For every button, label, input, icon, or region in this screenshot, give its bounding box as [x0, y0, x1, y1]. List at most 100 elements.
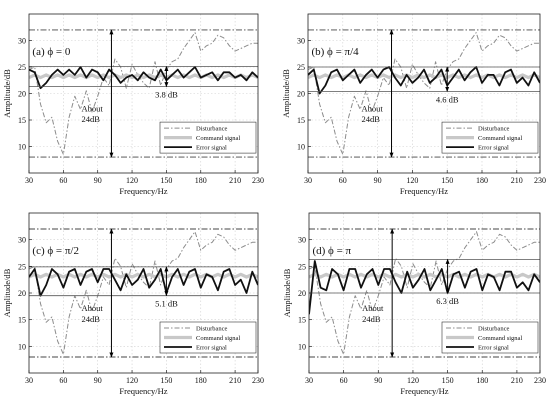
range-label-line1: About [362, 303, 384, 313]
y-tick-label: 20 [297, 90, 305, 99]
legend-label: Error signal [196, 145, 227, 152]
y-tick-label: 10 [18, 342, 26, 351]
x-tick-label: 230 [252, 376, 264, 385]
chart-panel-1: 30 60 90 120 150 180 210 230 10 15 20 25 30 Frequency… [2, 13, 264, 196]
x-tick-label: 30 [305, 376, 313, 385]
x-tick-label: 150 [442, 376, 454, 385]
x-tick-label: 210 [511, 376, 523, 385]
y-axis-label: Amplitude/dB [2, 268, 12, 317]
x-tick-label: 90 [374, 176, 382, 185]
panel-label: (a) ϕ = 0 [32, 46, 70, 58]
legend-label: Disturbance [478, 126, 510, 133]
x-tick-label: 150 [160, 376, 172, 385]
y-tick-label: 30 [18, 236, 26, 245]
x-tick-label: 120 [126, 376, 138, 385]
y-tick-label: 30 [298, 236, 306, 245]
y-tick-label: 25 [18, 262, 26, 271]
y-tick-label: 25 [298, 262, 306, 271]
range-label-line1: About [81, 303, 103, 313]
legend: Disturbance Command signal Error signal [159, 321, 257, 354]
error-signal-line [308, 66, 540, 95]
panel-label: (d) ϕ = π [312, 245, 351, 257]
legend-label: Error signal [196, 345, 227, 352]
legend-label: Disturbance [478, 326, 510, 333]
x-tick-label: 150 [160, 176, 172, 185]
series-group [309, 231, 540, 355]
legend-label: Command signal [196, 335, 240, 342]
range-label-line1: About [362, 104, 384, 114]
x-axis-label: Frequency/Hz [119, 186, 167, 196]
x-tick-label: 120 [406, 176, 418, 185]
legend-label: Disturbance [196, 126, 228, 133]
x-tick-label: 30 [25, 376, 33, 385]
x-tick-label: 210 [229, 376, 241, 385]
series-group [29, 231, 258, 355]
x-tick-label: 230 [252, 176, 264, 185]
command-signal-line [29, 73, 258, 80]
y-axis-label: Amplitude/dB [2, 69, 12, 118]
legend-label: Command signal [478, 135, 522, 142]
band-label: 6.3 dB [436, 296, 459, 306]
legend-label: Disturbance [196, 326, 228, 333]
y-tick-label: 10 [297, 143, 305, 152]
chart-panel-3: 30 60 90 120 150 180 210 230 10 15 20 25 30 Frequency… [2, 212, 264, 396]
panel-label: (b) ϕ = π/4 [311, 46, 359, 58]
x-tick-label: 210 [229, 176, 241, 185]
legend-label: Error signal [478, 145, 509, 152]
chart-panel-4: 30 60 90 120 150 180 210 230 10 15 20 25 30 Frequency… [282, 212, 546, 396]
x-axis-label: Frequency/Hz [119, 386, 167, 396]
y-tick-label: 15 [18, 116, 26, 125]
range-label-line1: About [81, 104, 103, 114]
range-label-line2: 24dB [81, 114, 100, 124]
y-tick-label: 25 [18, 63, 26, 72]
x-tick-label: 180 [476, 376, 488, 385]
x-tick-label: 120 [407, 376, 419, 385]
y-tick-label: 15 [18, 316, 26, 325]
y-axis-label: Amplitude/dB [281, 69, 291, 118]
x-tick-label: 60 [339, 176, 347, 185]
legend: Disturbance Command signal Error signal [441, 321, 539, 354]
y-tick-label: 10 [18, 143, 26, 152]
x-tick-label: 120 [126, 176, 138, 185]
legend-label: Command signal [196, 135, 240, 142]
x-tick-label: 30 [25, 176, 33, 185]
x-tick-label: 90 [94, 176, 102, 185]
x-tick-label: 90 [94, 376, 102, 385]
band-label: 3.8 dB [155, 90, 178, 100]
disturbance-line [309, 231, 540, 355]
chart-panel-2: 30 60 90 120 150 180 210 230 10 15 20 25 30 Frequency… [281, 13, 546, 196]
legend-label: Command signal [478, 335, 522, 342]
disturbance-line [308, 32, 540, 155]
y-axis-label: Amplitude/dB [282, 268, 292, 317]
band-label: 5.1 dB [155, 299, 178, 309]
x-tick-label: 180 [195, 376, 207, 385]
series-group [308, 32, 540, 155]
y-tick-label: 15 [298, 316, 306, 325]
y-tick-label: 30 [297, 37, 305, 46]
range-label-line2: 24dB [362, 114, 381, 124]
error-signal-line [29, 268, 258, 297]
legend-label: Error signal [478, 345, 509, 352]
y-tick-label: 20 [18, 289, 26, 298]
x-axis-label: Frequency/Hz [400, 386, 448, 396]
x-tick-label: 30 [304, 176, 312, 185]
x-tick-label: 60 [59, 376, 67, 385]
disturbance-line [29, 231, 258, 355]
y-tick-label: 30 [18, 37, 26, 46]
series-group [29, 32, 258, 155]
range-label-line2: 24dB [362, 314, 381, 324]
x-tick-label: 180 [195, 176, 207, 185]
legend: Disturbance Command signal Error signal [441, 121, 539, 154]
x-tick-label: 230 [534, 176, 546, 185]
y-tick-label: 10 [298, 342, 306, 351]
x-axis-label: Frequency/Hz [400, 186, 448, 196]
band-label: 4.6 dB [436, 94, 459, 104]
y-tick-label: 15 [297, 116, 305, 125]
error-signal-line [29, 66, 258, 90]
y-tick-label: 20 [298, 289, 306, 298]
x-tick-label: 60 [59, 176, 67, 185]
error-signal-line [309, 260, 540, 315]
y-tick-label: 20 [18, 90, 26, 99]
range-label-line2: 24dB [81, 314, 100, 324]
